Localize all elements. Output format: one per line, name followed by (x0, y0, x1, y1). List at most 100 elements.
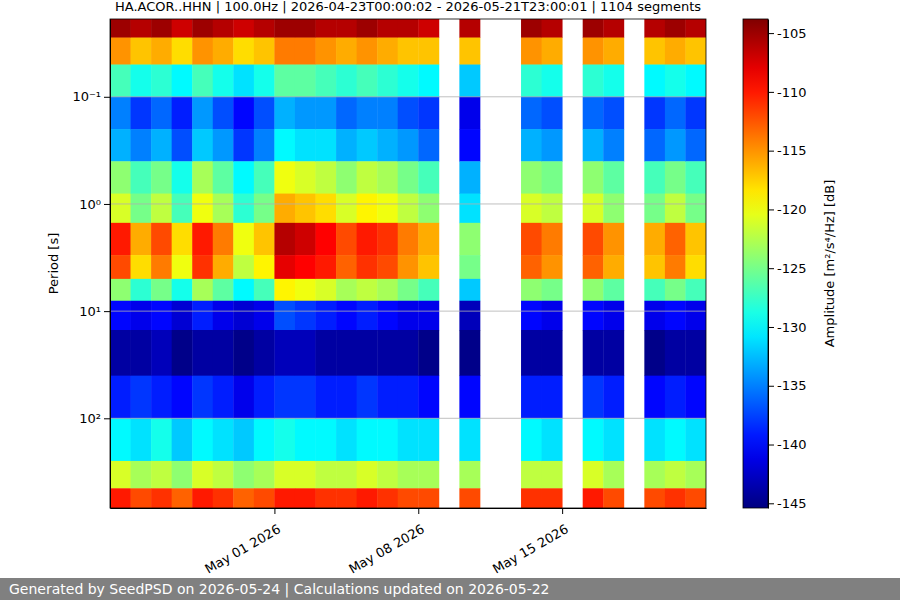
cell (233, 19, 254, 38)
cell (603, 376, 624, 419)
cell (213, 418, 234, 461)
cell (110, 194, 131, 224)
cell (151, 223, 172, 256)
cell (254, 418, 275, 461)
cell (192, 279, 213, 301)
cell (110, 65, 131, 98)
cell (418, 488, 439, 508)
cell (644, 461, 665, 489)
y-tick-label: 10¹ (79, 304, 101, 319)
cell (172, 65, 193, 98)
cell (295, 38, 316, 65)
cell (377, 461, 398, 489)
cell (685, 97, 706, 130)
cell (459, 255, 480, 279)
cell (685, 279, 706, 301)
y-tick-mark (104, 97, 110, 98)
cell (254, 301, 275, 331)
cell (151, 194, 172, 224)
cell (213, 279, 234, 301)
cell (542, 129, 563, 162)
cell (521, 330, 542, 376)
cell (233, 223, 254, 256)
colorbar-tick: -110 (768, 85, 807, 100)
cell (398, 461, 419, 489)
cell (336, 461, 357, 489)
cell (377, 330, 398, 376)
cell (316, 255, 337, 279)
cell (521, 65, 542, 98)
cell (665, 97, 686, 130)
grid-line (110, 203, 706, 204)
cell (233, 161, 254, 194)
cell (357, 194, 378, 224)
cell (542, 461, 563, 489)
cell (685, 301, 706, 331)
cell (377, 488, 398, 508)
cell (521, 376, 542, 419)
cell (172, 255, 193, 279)
cell (542, 255, 563, 279)
cell (316, 330, 337, 376)
cell (459, 418, 480, 461)
colorbar-axis: -145-140-135-130-125-120-115-110-105 (768, 20, 807, 511)
cell (603, 418, 624, 461)
cell (316, 461, 337, 489)
cell (192, 97, 213, 130)
cell (418, 97, 439, 130)
cell (377, 161, 398, 194)
cell (274, 19, 295, 38)
cell (316, 65, 337, 98)
cell (418, 461, 439, 489)
cell (131, 19, 152, 38)
cell (685, 461, 706, 489)
cell (131, 129, 152, 162)
cell (685, 65, 706, 98)
cell (357, 461, 378, 489)
cell (377, 418, 398, 461)
grid-line (110, 311, 706, 312)
cell (665, 194, 686, 224)
cell (151, 97, 172, 130)
cell (644, 223, 665, 256)
cell (192, 19, 213, 38)
cell (233, 418, 254, 461)
cell (213, 255, 234, 279)
cell (583, 330, 604, 376)
footer: Generated by SeedPSD on 2026-05-24 | Cal… (9, 581, 550, 598)
cell (542, 330, 563, 376)
cell (110, 38, 131, 65)
x-tick: May 15 2026 (490, 508, 571, 577)
cell (521, 129, 542, 162)
cell (418, 255, 439, 279)
y-tick: 10⁰ (79, 197, 110, 212)
cell (295, 418, 316, 461)
cell (665, 38, 686, 65)
cell (131, 279, 152, 301)
cell (151, 161, 172, 194)
y-tick: 10¹ (79, 304, 110, 319)
cell (418, 19, 439, 38)
cell (665, 330, 686, 376)
cell (542, 301, 563, 331)
cell (295, 65, 316, 98)
cell (521, 38, 542, 65)
chart: May 01 2026May 08 2026May 15 202610⁻¹10⁰… (0, 0, 900, 600)
cell (274, 65, 295, 98)
cell (357, 161, 378, 194)
cell (521, 194, 542, 224)
cell (172, 223, 193, 256)
cell (644, 255, 665, 279)
cell (233, 488, 254, 508)
cell (357, 38, 378, 65)
cell (644, 97, 665, 130)
cell (131, 376, 152, 419)
cell (192, 161, 213, 194)
cell (644, 418, 665, 461)
cell (398, 418, 419, 461)
cell (316, 161, 337, 194)
cell (254, 279, 275, 301)
cell (295, 301, 316, 331)
cell (336, 19, 357, 38)
cell (151, 65, 172, 98)
